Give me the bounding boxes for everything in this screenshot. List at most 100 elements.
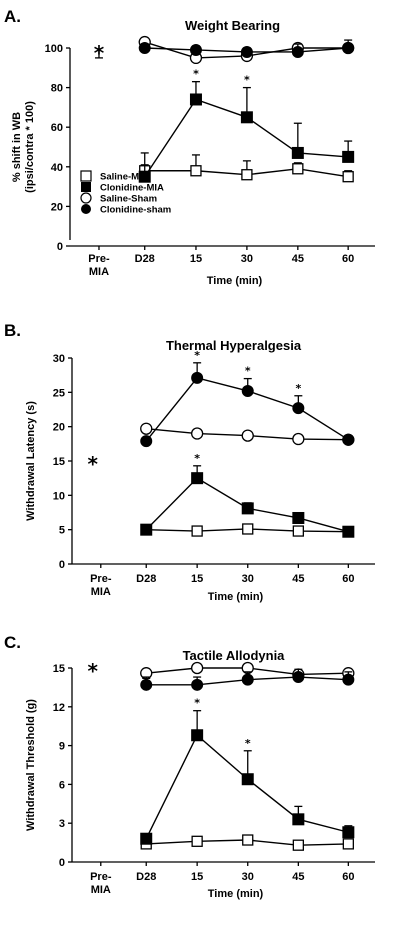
x-tick-label: 45 (292, 573, 304, 585)
x-axis-label: Time (min) (208, 888, 264, 900)
data-point (342, 525, 355, 538)
data-point (342, 433, 355, 446)
significance-star: * (194, 697, 200, 710)
premia-marker: * (94, 41, 105, 65)
data-point (291, 146, 304, 159)
data-point (191, 729, 204, 742)
x-tick-label: 15 (190, 253, 202, 265)
series-clonidine-sham (140, 362, 355, 448)
premia-marker: * (88, 659, 99, 683)
y-tick-label: 0 (59, 559, 65, 571)
x-tick-label: 60 (342, 871, 354, 883)
significance-star: * (244, 74, 250, 87)
data-point (240, 45, 253, 58)
data-point (138, 170, 151, 183)
data-point (191, 678, 204, 691)
legend-label: Clonidine-MIA (100, 183, 164, 194)
x-tick-label: D28 (135, 253, 155, 265)
x-tick-label: Pre- (90, 871, 112, 883)
data-point (292, 163, 304, 175)
data-point (292, 671, 305, 684)
series-clonidine-sham (140, 668, 355, 691)
data-point (191, 525, 203, 537)
y-tick-label: 10 (53, 490, 65, 502)
legend-label: Saline-MIA (100, 172, 149, 183)
legend-marker (81, 204, 91, 214)
series-saline-mia (140, 523, 354, 538)
y-axis-label: Withdrawal Threshold (g) (25, 699, 37, 831)
y-tick-label: 15 (53, 456, 65, 468)
legend-marker (80, 170, 92, 182)
series-saline-mia (139, 154, 354, 183)
x-tick-label: Pre- (88, 253, 110, 265)
x-tick-label: 60 (342, 253, 354, 265)
x-tick-label: 45 (292, 253, 304, 265)
data-point (138, 42, 151, 54)
data-point (242, 834, 254, 846)
data-point (241, 673, 254, 686)
x-tick-label: 45 (292, 871, 304, 883)
data-point (189, 43, 202, 56)
data-point (190, 661, 204, 675)
data-point (191, 472, 204, 485)
x-tick-label: 30 (242, 871, 254, 883)
y-tick-label: 0 (59, 857, 65, 869)
significance-star: * (245, 365, 251, 378)
y-tick-label: 3 (59, 818, 65, 830)
y-tick-label: 9 (59, 741, 65, 753)
legend-label: Clonidine-sham (100, 205, 171, 216)
significance-star: * (245, 737, 251, 750)
significance-star: * (295, 382, 301, 395)
panel-letter: A. (4, 7, 21, 26)
data-point (342, 673, 355, 686)
x-tick-label: Pre- (90, 573, 112, 585)
panel-title: Tactile Allodynia (183, 648, 286, 663)
y-tick-label: 20 (53, 422, 65, 434)
data-point (191, 835, 203, 847)
x-tick-label: 15 (191, 871, 203, 883)
x-tick-label: MIA (91, 586, 111, 598)
x-tick-label: MIA (89, 266, 109, 278)
series-clonidine-mia (138, 81, 355, 183)
panel-2: C. Tactile Allodynia 0 3 6 9 12 15 Pre-MIA D28 15 3… (4, 633, 375, 900)
y-tick-label: 20 (51, 201, 63, 213)
series-saline-sham (140, 422, 355, 446)
panel-letter: B. (4, 321, 21, 340)
legend-label: Saline-Sham (100, 194, 157, 205)
data-point (342, 838, 354, 850)
data-point (342, 826, 355, 839)
panel-title: Weight Bearing (185, 18, 280, 33)
data-point (241, 384, 254, 397)
panel-letter: C. (4, 633, 21, 652)
data-point (140, 832, 153, 845)
x-tick-label: 15 (191, 573, 203, 585)
y-tick-label: 80 (51, 83, 63, 95)
data-point (241, 429, 254, 442)
y-tick-label: 5 (59, 525, 65, 537)
data-point (292, 525, 304, 537)
data-point (189, 93, 202, 106)
x-tick-label: 30 (241, 253, 253, 265)
data-point (140, 422, 153, 435)
data-point (140, 678, 153, 691)
data-point (292, 511, 305, 524)
x-tick-label: MIA (91, 884, 111, 896)
data-point (342, 42, 355, 54)
y-tick-label: 0 (57, 241, 63, 253)
y-tick-label: 30 (53, 353, 65, 365)
data-point (292, 839, 304, 851)
data-point (342, 171, 354, 183)
data-point (292, 813, 305, 826)
series-clonidine-sham (138, 39, 355, 58)
legend: Saline-MIAClonidine-MIASaline-ShamClonid… (80, 170, 171, 216)
data-point (241, 773, 254, 786)
data-point (241, 169, 253, 181)
series-clonidine-mia (140, 710, 355, 845)
data-point (242, 523, 254, 535)
y-axis-label: (ipsi/contra * 100) (24, 101, 36, 193)
significance-star: * (193, 68, 199, 81)
y-tick-label: 15 (53, 663, 65, 675)
y-tick-label: 6 (59, 779, 65, 791)
y-tick-label: 60 (51, 122, 63, 134)
